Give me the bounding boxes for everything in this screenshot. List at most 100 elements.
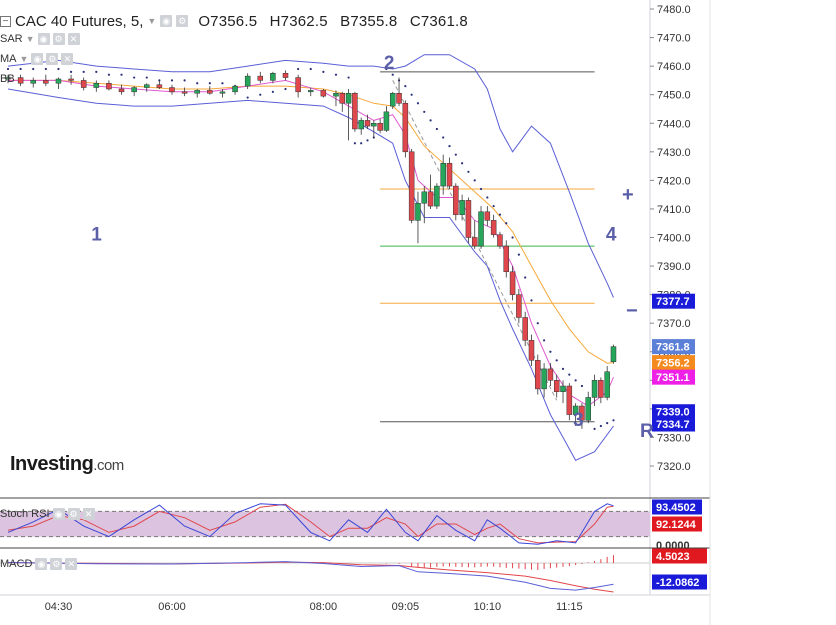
sar-point [429, 119, 432, 122]
sar-point [297, 67, 300, 71]
candle-body [440, 162, 446, 187]
sar-point [524, 276, 527, 279]
candle-body [383, 111, 390, 131]
sar-point [44, 67, 47, 71]
indicator-row-sar[interactable]: SAR ▼ ◉ ⚙ ✕ [0, 33, 80, 45]
candle-body [307, 90, 314, 93]
sar-point [145, 76, 148, 79]
gear-icon[interactable]: ⚙ [46, 53, 59, 65]
y-tick-label: 7480.0 [657, 4, 691, 16]
indicator-row-bb[interactable]: BB [0, 73, 15, 85]
macd-tag [652, 574, 707, 590]
candle-body [453, 185, 459, 215]
eye-icon[interactable]: ◉ [35, 558, 48, 570]
sar-point [32, 67, 35, 71]
y-tick-label: 7330.0 [657, 432, 691, 444]
candle-body [333, 93, 339, 97]
gear-icon[interactable]: ⚙ [176, 15, 189, 27]
price-tag [652, 369, 695, 385]
candle-body [257, 75, 264, 81]
candle-body [503, 245, 510, 273]
candle-body [408, 151, 415, 221]
sar-point [467, 170, 470, 173]
low-value: B7355.8 [340, 12, 398, 30]
sar-point [271, 90, 274, 93]
sar-point [334, 73, 338, 76]
gear-icon[interactable]: ⚙ [50, 558, 63, 570]
instrument-title[interactable]: CAC 40 Futures, 5, [15, 12, 144, 30]
candle-body [535, 360, 541, 390]
sar-point [208, 82, 211, 85]
sar-point [536, 322, 539, 325]
candle-body [465, 200, 472, 238]
candle-body [566, 385, 573, 415]
candle-body [415, 202, 421, 221]
candle-body [30, 80, 36, 84]
macd-signal-line [7, 561, 614, 593]
wave-label: 4 [606, 224, 617, 245]
sar-point [612, 419, 615, 422]
close-icon[interactable]: ✕ [67, 33, 80, 45]
candle-body [572, 405, 579, 415]
eye-icon[interactable]: ◉ [31, 53, 44, 65]
candle-body [219, 91, 226, 94]
close-icon[interactable]: ✕ [82, 508, 95, 520]
sar-point [530, 299, 533, 302]
indicator-label[interactable]: SAR [0, 33, 23, 45]
sar-point [448, 145, 451, 148]
candle-body [339, 93, 346, 104]
chevron-down-icon[interactable]: ▼ [147, 16, 157, 26]
indicator-label[interactable]: Stoch RSI [0, 508, 50, 520]
indicator-row-macd[interactable]: MACD ◉ ⚙ ✕ [0, 558, 78, 570]
sar-point [479, 187, 483, 191]
ma-slow-line [8, 79, 614, 364]
sar-point [120, 73, 123, 76]
y-tick-label: 7440.0 [657, 118, 691, 130]
price-tag-label: 7334.7 [656, 419, 690, 431]
bollinger-upper-line [7, 54, 614, 298]
indicator-label[interactable]: MA [0, 53, 17, 65]
sar-point [360, 142, 363, 145]
sar-point [284, 87, 287, 91]
sar-point [511, 236, 514, 239]
candle-body [106, 83, 112, 90]
indicator-label[interactable]: BB [0, 73, 15, 85]
eye-icon[interactable]: ◉ [37, 33, 50, 45]
candle-body [528, 340, 535, 361]
eye-icon[interactable]: ◉ [160, 15, 173, 27]
sar-point [19, 67, 22, 71]
y-tick-label: 7420.0 [657, 175, 691, 187]
zoom-out-icon[interactable]: − [626, 300, 638, 322]
candle-body [17, 77, 24, 84]
chevron-down-icon[interactable]: ▼ [19, 54, 29, 64]
ohlc-values: O7356.5 H7362.5 B7355.8 C7361.8 [198, 13, 476, 30]
candle-body [232, 85, 238, 93]
sar-point [580, 384, 584, 388]
indicator-row-ma[interactable]: MA ▼ ◉ ⚙ ✕ [0, 53, 74, 65]
candle-body [43, 80, 49, 84]
gear-icon[interactable]: ⚙ [52, 33, 65, 45]
candle-body [68, 78, 74, 81]
sar-point [498, 213, 502, 216]
sar-point [410, 93, 413, 96]
sar-point [391, 73, 394, 76]
indicator-row-stoch-rsi[interactable]: Stoch RSI ◉ ⚙ ✕ [0, 508, 95, 520]
collapse-icon[interactable]: − [0, 15, 11, 27]
eye-icon[interactable]: ◉ [52, 508, 65, 520]
zoom-in-icon[interactable]: + [622, 184, 634, 206]
chevron-down-icon[interactable]: ▼ [25, 34, 35, 44]
price-tag [652, 293, 695, 309]
close-icon[interactable]: ✕ [61, 53, 74, 65]
sar-point [517, 253, 520, 256]
x-tick-label: 10:10 [474, 601, 502, 613]
close-icon[interactable]: ✕ [65, 558, 78, 570]
stoch-d-line [7, 503, 614, 544]
sar-point [549, 350, 552, 353]
sar-point [486, 196, 489, 199]
candle-body [181, 91, 188, 94]
gear-icon[interactable]: ⚙ [67, 508, 80, 520]
candle-body [207, 90, 213, 94]
wave-label: 2 [384, 53, 395, 74]
indicator-label[interactable]: MACD [0, 558, 33, 570]
